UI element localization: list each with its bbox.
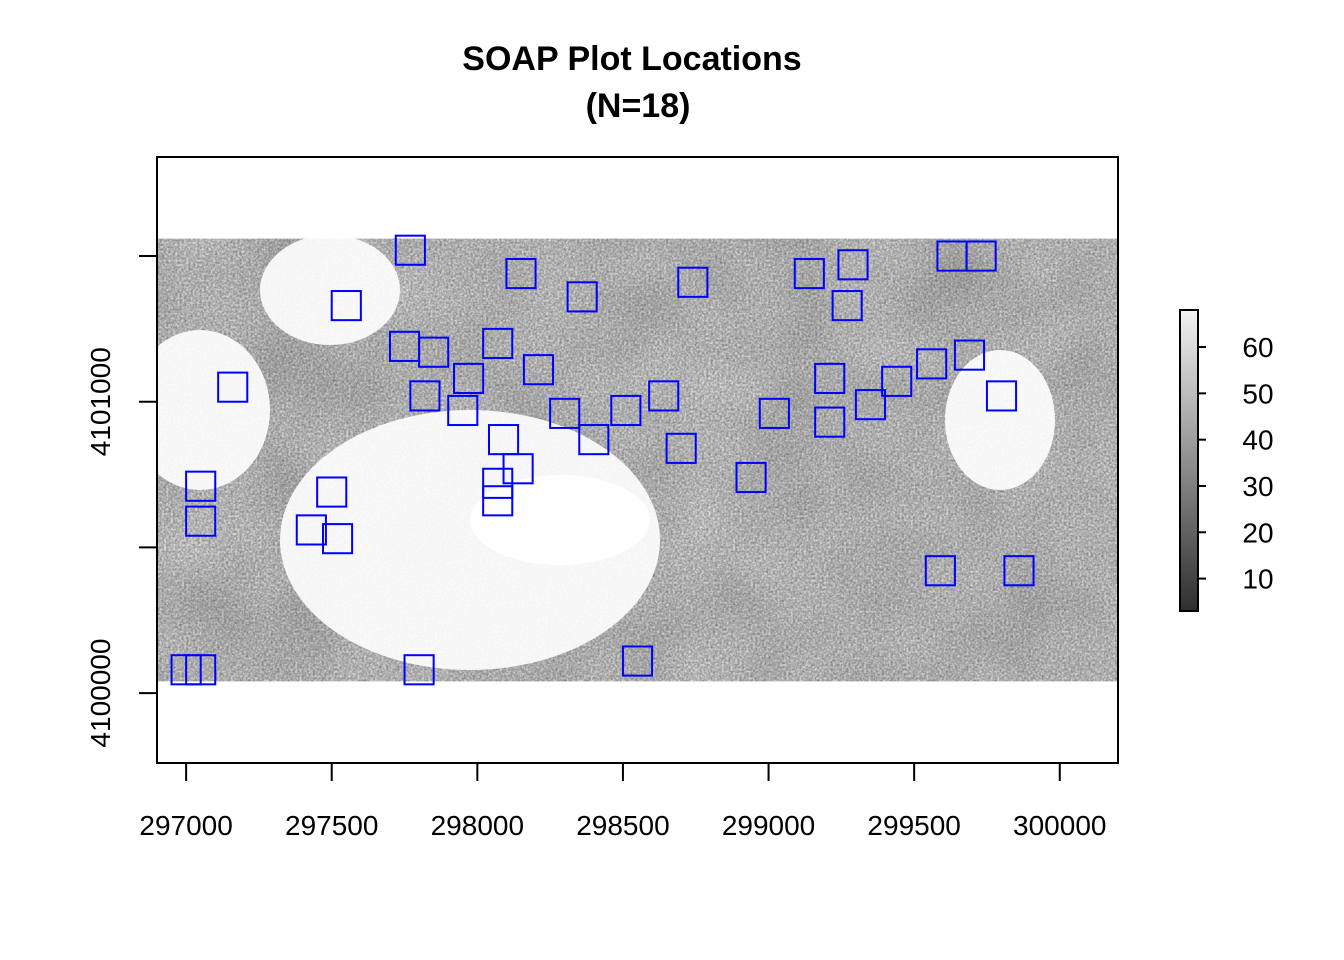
colorbar-label-3: 40 (1242, 425, 1273, 456)
x-tick-label-0: 297000 (139, 810, 232, 841)
plot-marker-29 (648, 380, 680, 412)
plot-marker-7 (316, 476, 348, 508)
plot-marker-3 (403, 654, 435, 686)
plot-marker-23 (505, 257, 537, 290)
plot-marker-42 (953, 339, 986, 371)
plot-marker-25 (549, 397, 581, 429)
plot-markers (170, 234, 1035, 686)
plot-marker-9 (321, 523, 354, 555)
chart-title: SOAP Plot Locations (462, 40, 801, 78)
plot-marker-32 (735, 461, 767, 494)
plot-marker-44 (965, 240, 997, 272)
plot-marker-4 (621, 645, 654, 677)
plot-marker-6 (185, 505, 217, 537)
plot-marker-38 (837, 249, 869, 281)
plot-marker-31 (677, 266, 709, 298)
x-tick-label-5: 299500 (867, 810, 960, 841)
raster-gap-3 (157, 330, 270, 490)
colorbar-label-2: 30 (1242, 471, 1273, 502)
plot-marker-16 (447, 394, 479, 427)
plot-marker-18 (482, 327, 514, 360)
colorbar-label-4: 50 (1242, 378, 1273, 409)
y-tick-label-2: 4101000 (85, 347, 116, 456)
x-tick-label-6: 300000 (1013, 810, 1106, 841)
plot-marker-46 (924, 555, 956, 587)
plot-marker-47 (1003, 555, 1035, 587)
plot-marker-22 (502, 453, 534, 485)
raster-image (157, 238, 1118, 682)
plot-marker-17 (453, 362, 485, 394)
x-axis: 297000 297500 298000 298500 299000 299500 3000… (139, 762, 1106, 841)
plot-marker-10 (217, 371, 249, 403)
y-tick-label-0: 4100000 (85, 639, 116, 748)
plot-marker-5 (185, 470, 217, 502)
plot-marker-35 (814, 362, 846, 394)
plot-marker-45 (985, 380, 1018, 412)
plot-marker-15 (409, 380, 441, 412)
plot-marker-39 (854, 389, 887, 421)
raster-gap-4 (470, 475, 650, 565)
raster-gap-2 (945, 350, 1055, 490)
plot-marker-21 (482, 485, 514, 517)
plot-marker-33 (758, 397, 790, 429)
plot-marker-34 (793, 257, 825, 290)
plot-marker-37 (831, 290, 863, 322)
plot-marker-2 (185, 654, 217, 686)
plot-marker-40 (881, 365, 913, 397)
x-tick-label-2: 298000 (431, 810, 524, 841)
plot-marker-27 (578, 424, 610, 456)
colorbar-gradient (1179, 309, 1199, 612)
plot-marker-24 (522, 354, 555, 386)
plot-marker-41 (916, 348, 948, 380)
plot-marker-36 (814, 406, 846, 438)
plot-marker-14 (418, 336, 450, 368)
colorbar-label-1: 20 (1242, 517, 1273, 548)
plot-marker-26 (566, 281, 598, 313)
plot-marker-8 (295, 514, 327, 546)
colorbar-legend: 10 20 30 40 50 60 (1179, 309, 1274, 612)
plot-marker-28 (610, 394, 642, 427)
y-axis: 4100000 4101000 (85, 255, 158, 748)
chart-subtitle: (N=18) (586, 87, 691, 125)
plot-marker-12 (394, 234, 426, 266)
x-tick-label-1: 297500 (285, 810, 378, 841)
x-tick-label-3: 298500 (576, 810, 669, 841)
x-tick-label-4: 299000 (722, 810, 815, 841)
colorbar-label-0: 10 (1242, 564, 1273, 595)
raster-gap-0 (280, 410, 660, 670)
raster-gap-1 (260, 238, 400, 345)
colorbar-label-5: 60 (1242, 332, 1273, 363)
plot-marker-11 (330, 290, 362, 322)
plot-marker-30 (665, 432, 697, 464)
